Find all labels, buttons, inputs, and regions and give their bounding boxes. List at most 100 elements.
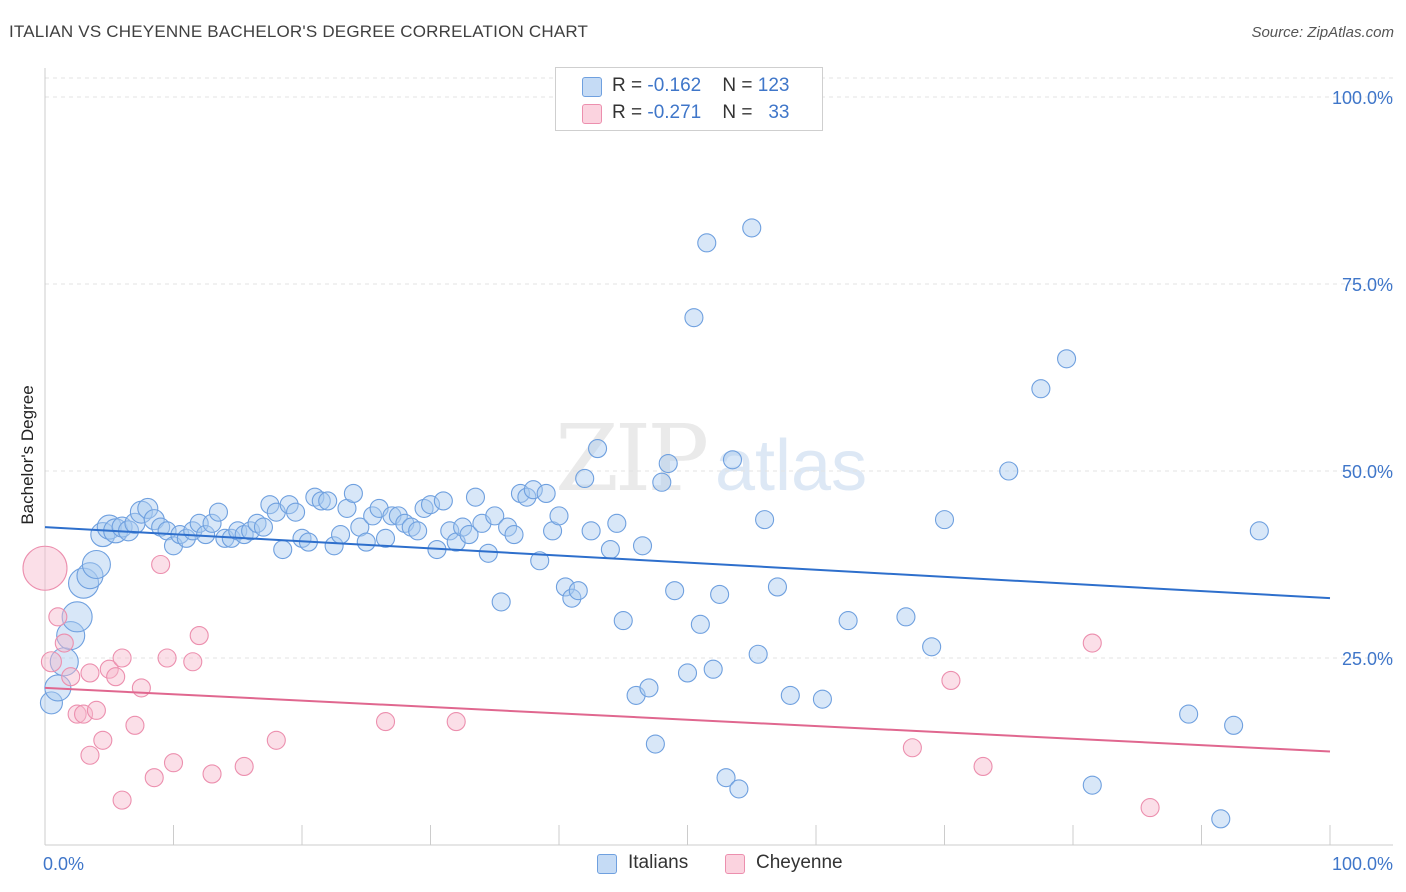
cheyenne-point: [446, 712, 466, 732]
italians-point: [549, 506, 569, 526]
italians-point: [755, 510, 775, 530]
italians-point: [1082, 775, 1102, 795]
italians-point: [1211, 809, 1231, 829]
cheyenne-point: [266, 730, 286, 750]
italians-point: [440, 521, 460, 541]
italians-point: [665, 581, 685, 601]
italians-point: [742, 218, 762, 238]
grid: [45, 77, 1393, 659]
italians-point: [260, 495, 280, 515]
italians-point: [279, 495, 299, 515]
chart-title: ITALIAN VS CHEYENNE BACHELOR'S DEGREE CO…: [9, 22, 589, 41]
cheyenne-point: [157, 648, 177, 668]
italians-point: [286, 502, 306, 522]
italians-point: [1057, 349, 1077, 369]
y-tick-label: 100.0%: [1332, 88, 1393, 108]
correlation-legend: R = -0.162 N = 123 R = -0.271 N = 33: [555, 67, 823, 131]
italians-point: [677, 663, 698, 683]
italians-point: [600, 539, 620, 560]
cheyenne-point: [22, 545, 68, 591]
italians-point: [690, 614, 710, 634]
italians-point: [697, 233, 717, 253]
italians-point: [922, 637, 942, 657]
cheyenne-point: [80, 663, 100, 683]
italians-point: [81, 549, 111, 580]
cheyenne-point: [189, 626, 209, 646]
legend-swatch-italians: [582, 77, 602, 97]
series-cheyenne: [22, 545, 1160, 818]
italians-point: [305, 487, 325, 507]
italians-point: [433, 491, 453, 511]
cheyenne-point: [86, 700, 106, 720]
italians-point: [253, 517, 274, 537]
italians-point: [510, 483, 531, 503]
italians-point: [523, 480, 543, 500]
cheyenne-point: [54, 633, 74, 653]
cheyenne-point: [48, 607, 68, 627]
italians-point: [459, 525, 479, 545]
cheyenne-trend-line: [44, 686, 1331, 753]
italians-point: [575, 468, 595, 489]
italians-point: [273, 539, 293, 560]
cheyenne-point: [106, 667, 126, 687]
bottom-legend-swatch-cheyenne: [725, 854, 745, 874]
x-tick-label-min: 0.0%: [43, 854, 84, 874]
italians-point: [710, 584, 730, 604]
italians-point: [568, 581, 588, 601]
italians-point: [137, 497, 159, 519]
italians-point: [613, 611, 633, 631]
italians-point: [722, 450, 743, 470]
italians-point: [632, 536, 653, 556]
italians-point: [478, 543, 498, 563]
cheyenne-point: [40, 651, 62, 673]
n-value-italians: 123: [757, 75, 790, 96]
italians-point: [208, 502, 229, 522]
watermark: ZIP atlas: [555, 405, 867, 512]
italians-point: [39, 691, 63, 715]
y-tick-label: 50.0%: [1342, 462, 1393, 482]
bottom-legend-label-italians: Italians: [628, 852, 689, 873]
cheyenne-point: [234, 756, 254, 777]
cheyenne-point: [1140, 798, 1160, 818]
italians-point: [1224, 715, 1244, 735]
italians-point: [96, 514, 122, 540]
italians-point: [343, 483, 363, 503]
italians-point: [401, 517, 421, 537]
bottom-legend-swatch-italians: [597, 854, 617, 874]
italians-point: [247, 513, 267, 533]
italians-point: [562, 588, 582, 608]
italians-point: [684, 308, 704, 328]
italians-point: [639, 678, 659, 698]
italians-point: [716, 768, 736, 788]
y-tick-label: 25.0%: [1342, 649, 1393, 669]
italians-point: [408, 521, 428, 541]
y-tick-label: 75.0%: [1342, 275, 1393, 295]
legend-swatch-cheyenne: [582, 104, 602, 124]
series-italians: [39, 218, 1269, 829]
italians-point: [1031, 379, 1051, 399]
italians-point: [453, 517, 473, 537]
cheyenne-point: [131, 678, 151, 698]
italians-point: [658, 453, 678, 474]
italians-trend-line: [44, 526, 1331, 600]
legend-text-italians: R = -0.162 N = 123: [612, 75, 790, 96]
italians-point: [311, 491, 331, 511]
italians-point: [767, 577, 788, 597]
italians-point: [555, 577, 575, 597]
cheyenne-point: [973, 756, 993, 777]
italians-point: [485, 506, 505, 526]
watermark-atlas: atlas: [715, 426, 867, 506]
italians-point: [517, 487, 537, 507]
italians-point: [780, 685, 800, 705]
italians-point: [504, 525, 524, 545]
cheyenne-point: [202, 764, 222, 784]
italians-point: [1249, 521, 1269, 541]
italians-point: [703, 659, 723, 679]
cheyenne-point: [151, 554, 171, 575]
italians-point: [414, 498, 434, 518]
bottom-legend-label-cheyenne: Cheyenne: [756, 852, 843, 873]
series-points: [22, 218, 1269, 829]
italians-point: [420, 495, 441, 515]
cheyenne-point: [99, 659, 119, 679]
cheyenne-point: [1082, 633, 1102, 653]
